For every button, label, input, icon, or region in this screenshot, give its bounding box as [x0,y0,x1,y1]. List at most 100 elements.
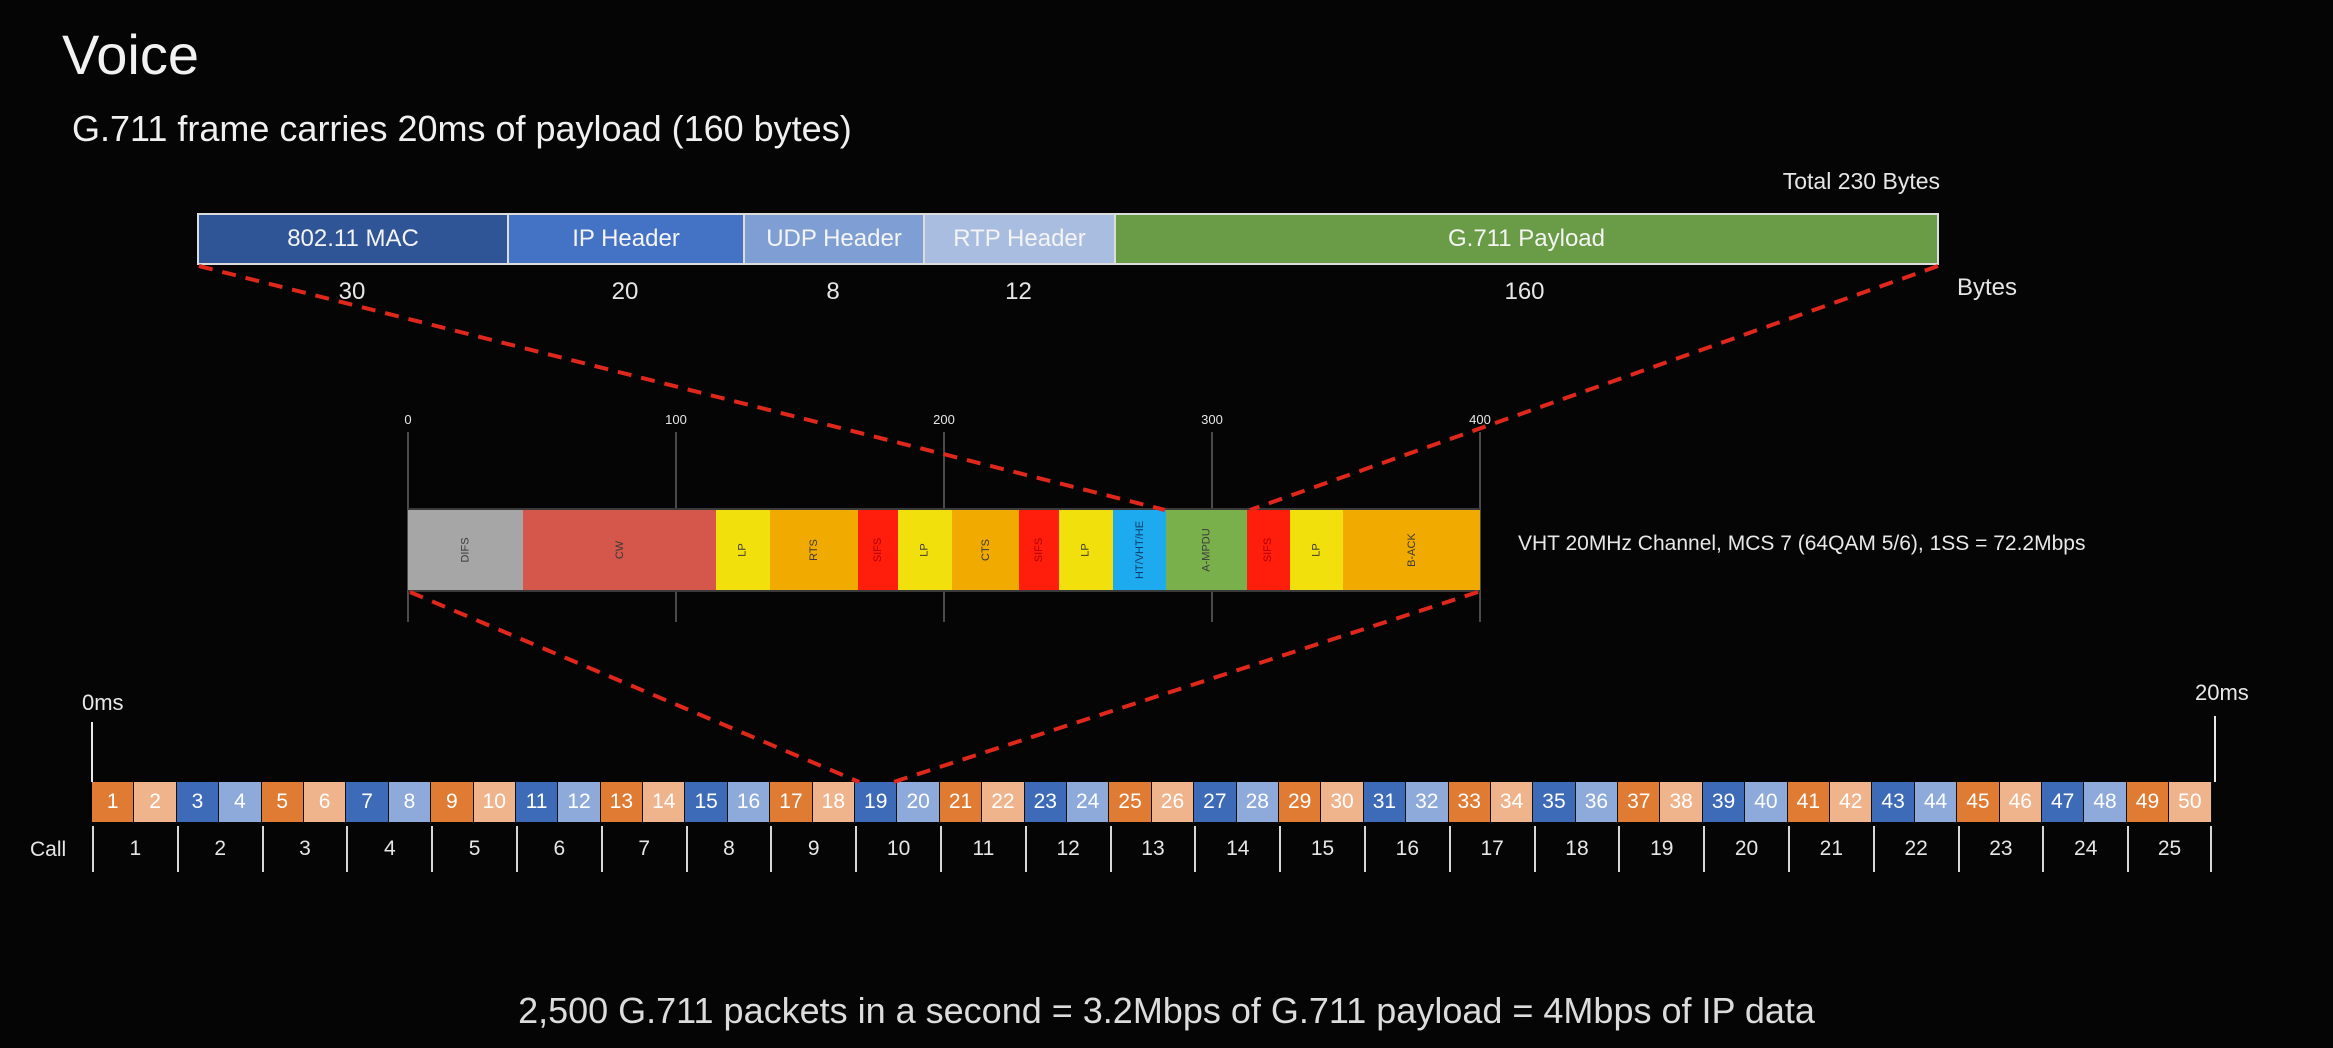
slide-title: Voice [62,23,199,86]
frame-segment: RTP Header [925,215,1116,263]
airtime-block: SIFS [1246,510,1290,590]
packet-cell: 38 [1660,782,1703,822]
packet-cell: 40 [1745,782,1788,822]
timeline-start-marker [91,722,93,782]
call-cell: 4 [346,826,431,872]
packet-cell: 48 [2084,782,2127,822]
packet-cell: 4 [219,782,262,822]
packet-cell: 43 [1872,782,1915,822]
packet-cell: 49 [2126,782,2170,822]
packet-cell: 12 [558,782,601,822]
call-cell: 10 [855,826,940,872]
call-cell: 2 [176,826,262,872]
segment-byte-count: 20 [611,278,639,305]
total-bytes-label: Total 230 Bytes [1782,168,1940,194]
call-cell: 17 [1448,826,1534,872]
packet-cell: 30 [1321,782,1364,822]
axis-tick-label: 100 [665,412,687,427]
packet-cell: 50 [2169,782,2212,822]
airtime-block: CW [523,510,717,590]
frame-segment: G.711 Payload [1116,215,1937,263]
airtime-block: LP [1059,510,1113,590]
packet-cell: 44 [1914,782,1958,822]
timeline-start-label: 0ms [82,690,124,715]
packet-cell: 15 [685,782,728,822]
packet-cell: 35 [1533,782,1576,822]
frame-segment: IP Header [509,215,745,263]
airtime-block: HT/VHT/HE [1112,510,1167,590]
packet-cell: 22 [982,782,1025,822]
segment-byte-count: 8 [826,278,840,305]
packet-cell: 2 [134,782,177,822]
packet-cell: 32 [1406,782,1449,822]
packet-cell: 31 [1363,782,1407,822]
timeline-end-label: 20ms [2195,680,2249,705]
zoom-connector-line [1249,264,1939,512]
packet-cell: 29 [1278,782,1322,822]
airtime-block: B-ACK [1343,510,1480,590]
call-cell: 24 [2042,826,2127,872]
packet-cell: 28 [1236,782,1279,822]
packet-cell: 25 [1109,782,1152,822]
packet-cell: 42 [1830,782,1873,822]
frame-structure-bar: 802.11 MAC IP Header UDP Header RTP Header G… [197,213,1939,265]
call-cell: 18 [1533,826,1619,872]
call-cell: 8 [685,826,771,872]
airtime-block: SIFS [1019,510,1060,590]
call-cell: 19 [1618,826,1703,872]
axis-tick-label: 200 [933,412,955,427]
packet-cell: 21 [939,782,983,822]
segment-byte-count: 12 [1005,278,1032,305]
packet-strip: 1 2 3 4 5 6 7 8 9 10 11 12 13 14 15 16 17 18 19 20 21 22 23 24 2… [92,782,2212,822]
packet-cell: 19 [855,782,898,822]
call-cell: 20 [1703,826,1788,872]
packet-cell: 13 [600,782,644,822]
packet-cell: 9 [431,782,474,822]
packet-cell: 33 [1448,782,1491,822]
segment-byte-count: 160 [1504,278,1545,305]
packet-cell: 45 [1957,782,2000,822]
call-cell: 7 [600,826,686,872]
packet-cell: 47 [2041,782,2085,822]
call-cell: 1 [92,826,177,872]
packet-cell: 5 [261,782,304,822]
zoom-connector-line [198,264,1166,512]
packet-cell: 14 [643,782,686,822]
packet-cell: 3 [176,782,220,822]
call-cell: 13 [1109,826,1195,872]
packet-cell: 41 [1787,782,1831,822]
packet-cell: 24 [1066,782,1110,822]
airtime-block: RTS [769,510,859,590]
packet-cell: 10 [473,782,516,822]
call-cell: 25 [2127,826,2212,872]
packet-cell: 46 [1999,782,2042,822]
airtime-block: LP [1289,510,1344,590]
axis-gridline [1479,432,1481,622]
packet-cell: 34 [1490,782,1534,822]
packet-cell: 17 [770,782,813,822]
summary-statement: 2,500 G.711 packets in a second = 3.2Mbp… [518,990,1815,1031]
packet-cell: 8 [388,782,432,822]
packet-cell: 27 [1194,782,1237,822]
packet-cell: 16 [727,782,771,822]
call-row-label: Call [30,838,67,861]
channel-description: VHT 20MHz Channel, MCS 7 (64QAM 5/6), 1S… [1518,532,2086,555]
axis-tick-label: 300 [1201,412,1223,427]
airtime-block: A-MPDU [1166,510,1247,590]
packet-cell: 37 [1618,782,1661,822]
call-cell: 15 [1279,826,1364,872]
call-cell: 3 [261,826,347,872]
call-cell: 22 [1872,826,1958,872]
bytes-unit-label: Bytes [1957,274,2018,301]
call-row: 1 2 3 4 5 6 7 8 9 10 11 12 13 14 15 16 17 18 19 20 21 22 23 24 2… [92,826,2212,872]
call-cell: 5 [431,826,516,872]
axis-tick-label: 0 [404,412,412,427]
slide-subtitle: G.711 frame carries 20ms of payload (160… [72,108,852,149]
packet-cell: 36 [1575,782,1619,822]
airtime-sequence-bar: DIFS CW LP RTS SIFS LP CTS SIFS LP HT/VHT/HE A-MPD… [408,508,1480,592]
packet-cell: 11 [515,782,559,822]
frame-segment: UDP Header [745,215,925,263]
airtime-block: DIFS [408,510,524,590]
packet-cell: 23 [1024,782,1067,822]
